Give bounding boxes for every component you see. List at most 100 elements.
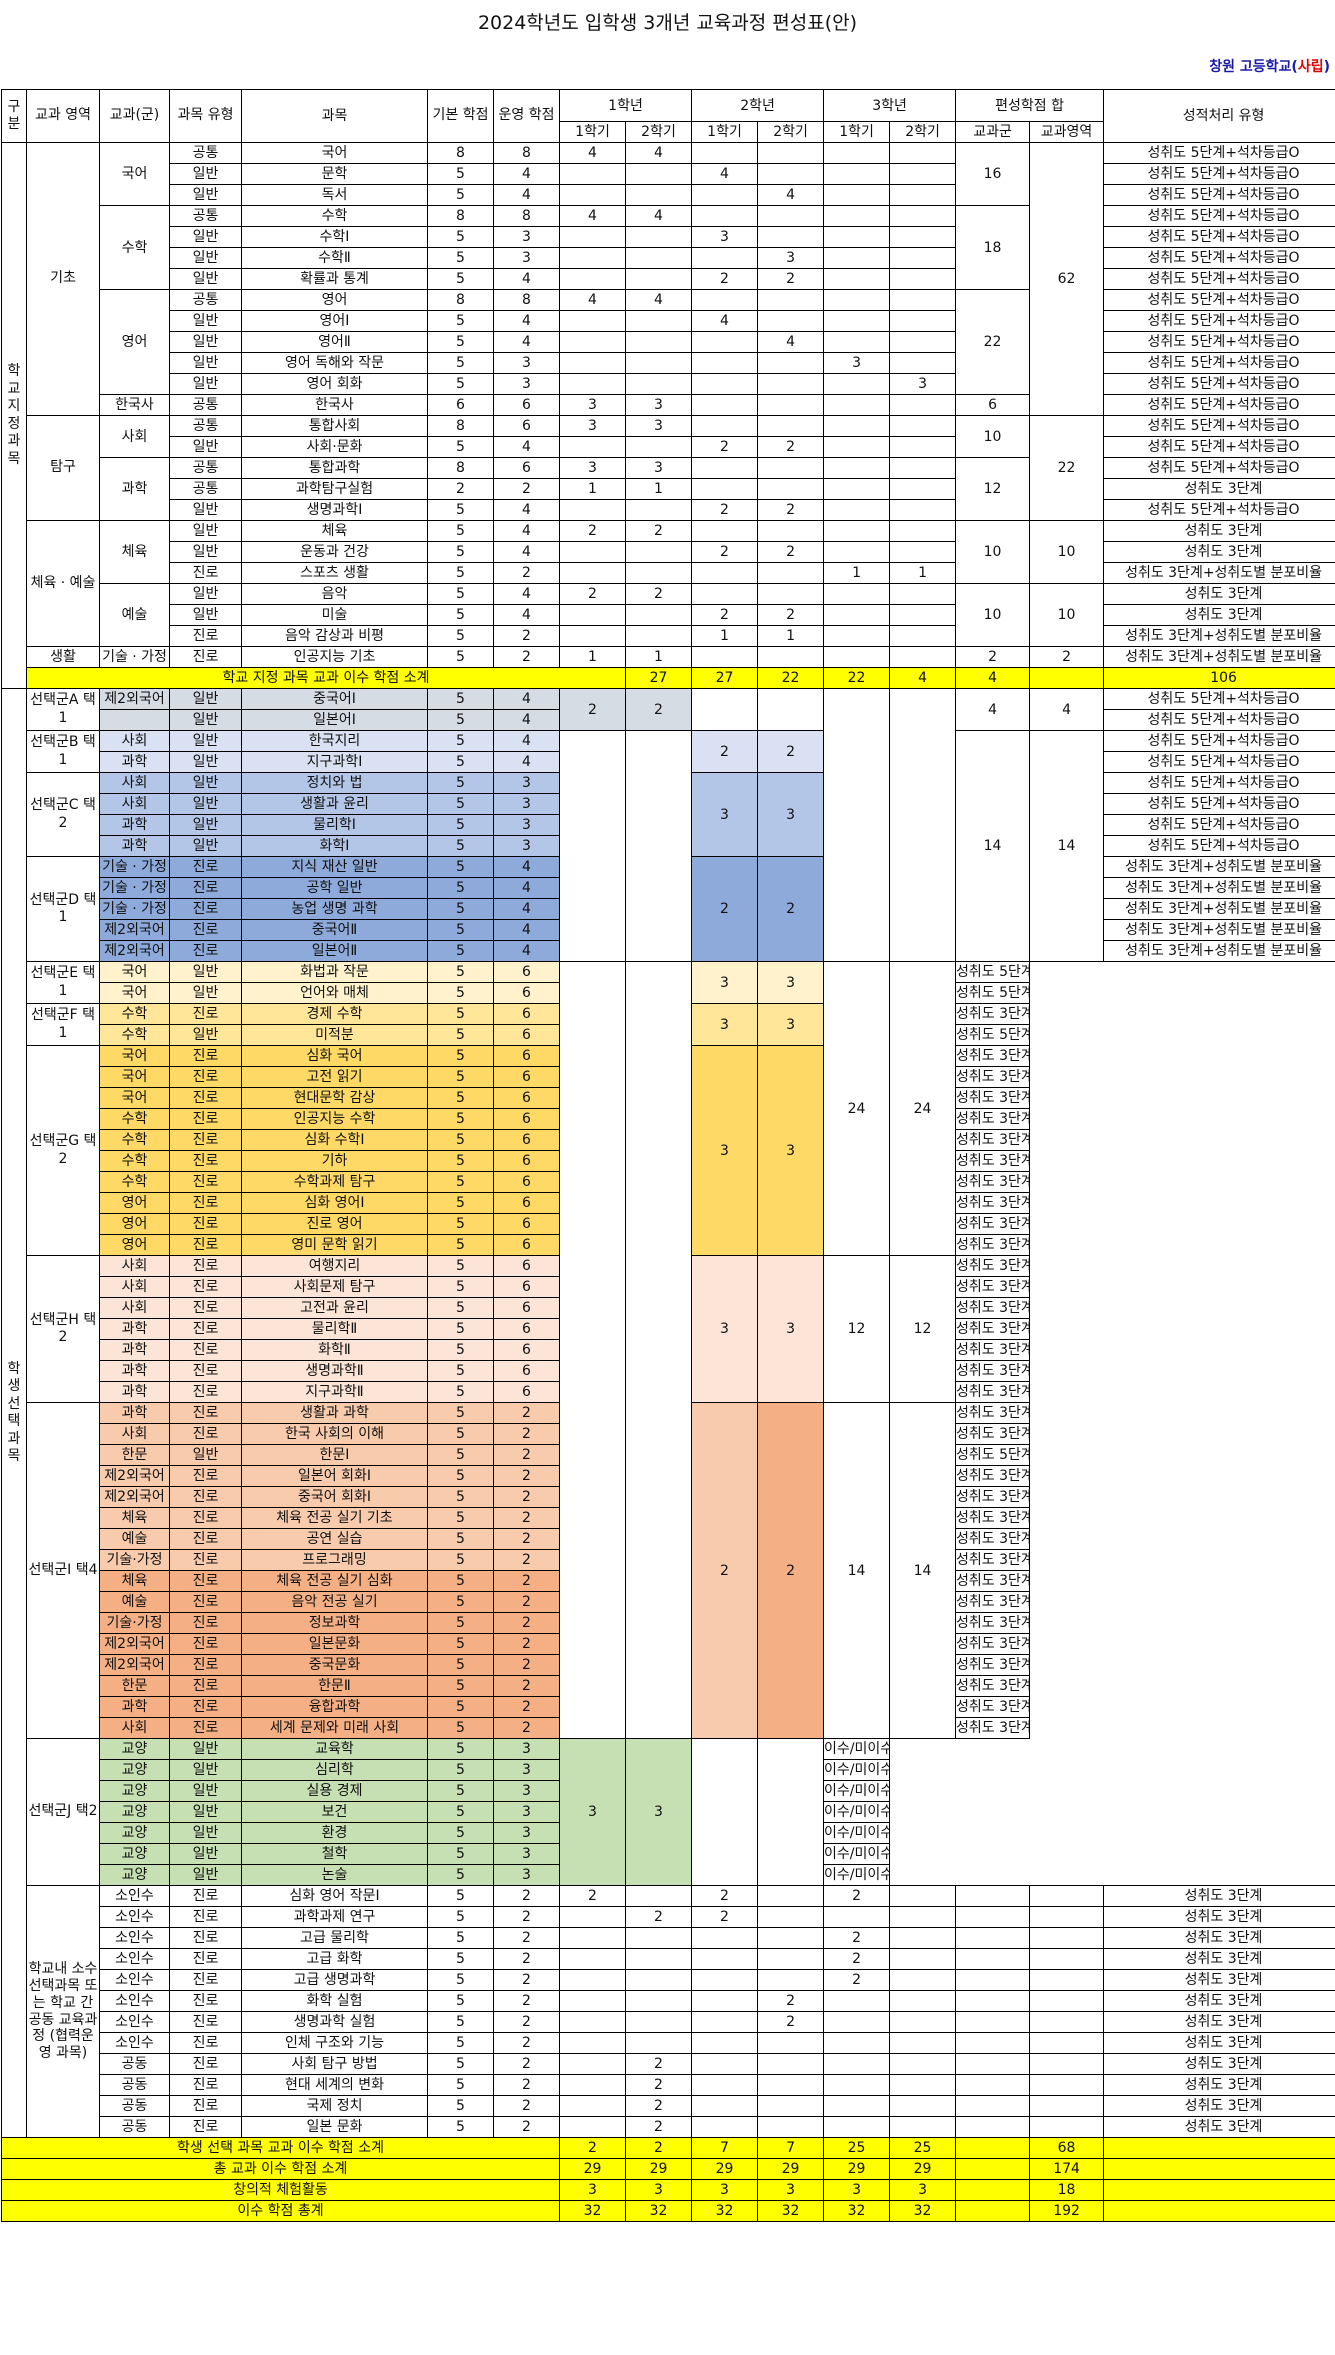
total-credit: 32 bbox=[889, 2200, 957, 2222]
subject-name: 확률과 통계 bbox=[241, 268, 428, 290]
oper-credit: 6 bbox=[493, 1024, 560, 1046]
basic-credit: 8 bbox=[427, 205, 494, 227]
table-row: 학교내 소수 선택과목 또는 학교 간 공동 교육과정 (협력운영 과목) 소인수… bbox=[2, 1885, 1335, 2138]
subject-name: 경제 수학 bbox=[241, 1003, 428, 1025]
eval-type: 이수/미이수 bbox=[823, 1843, 891, 1865]
semester-credit bbox=[624, 1948, 693, 1970]
oper-credit: 2 bbox=[493, 1528, 560, 1550]
group-label: 체육 bbox=[99, 1507, 170, 1529]
oper-credit: 2 bbox=[493, 1507, 560, 1529]
group-label: 과학 bbox=[99, 1402, 170, 1424]
basic-credit: 5 bbox=[427, 877, 494, 899]
eval-type: 성취도 3단계+성취도별 분포비율 bbox=[955, 1360, 1031, 1382]
course-type: 일반 bbox=[169, 1822, 242, 1844]
semester-credit bbox=[624, 499, 693, 521]
semester-credit bbox=[757, 415, 825, 437]
eval-type: 성취도 5단계+석차등급O bbox=[1103, 730, 1335, 752]
subject-name: 세계 문제와 미래 사회 bbox=[241, 1717, 428, 1739]
course-type: 일반 bbox=[169, 268, 242, 290]
oper-credit: 3 bbox=[493, 772, 560, 794]
table-row: 공동 진로 일본 문화 5 2 2 성취도 3단계 bbox=[2, 2116, 1335, 2138]
semester-credit: 2 bbox=[823, 1927, 891, 1949]
table-row: 교양 일반 철학 5 3 이수/미이수 bbox=[2, 1843, 1335, 1865]
semester-credit: 3 bbox=[691, 772, 759, 857]
semester-credit: 1 bbox=[823, 562, 891, 584]
semester-credit bbox=[757, 373, 825, 395]
total-credit: 32 bbox=[757, 2200, 825, 2222]
semester-credit bbox=[559, 373, 626, 395]
group-label: 과학 bbox=[99, 835, 170, 857]
course-type: 공통 bbox=[169, 478, 242, 500]
course-type: 일반 bbox=[169, 604, 242, 626]
semester-credit: 4 bbox=[559, 205, 626, 227]
semester-credit: 2 bbox=[757, 856, 825, 962]
area-sum: 62 bbox=[1029, 142, 1105, 416]
group-label: 사회 bbox=[99, 1717, 170, 1739]
oper-credit: 2 bbox=[493, 1549, 560, 1571]
group-label: 교양 bbox=[99, 1759, 170, 1781]
course-type: 일반 bbox=[169, 436, 242, 458]
area-sum: 24 bbox=[889, 961, 957, 1256]
eval-type: 성취도 3단계+성취도별 분포비율 bbox=[955, 1591, 1031, 1613]
table-row: 학교지정과목 기초 국어 공통 국어 8 8 4 4 16 62 성취도 5단계+석차등급O bbox=[1, 142, 1335, 689]
basic-credit: 5 bbox=[427, 1990, 494, 2012]
eval-type: 성취도 5단계+석차등급O bbox=[1103, 163, 1335, 185]
group-label: 교양 bbox=[99, 1738, 170, 1760]
semester-credit bbox=[559, 1990, 626, 2012]
course-type: 일반 bbox=[169, 1759, 242, 1781]
semester-credit bbox=[559, 1969, 626, 1991]
table-cell bbox=[1029, 1906, 1105, 1928]
semester-credit bbox=[889, 268, 957, 290]
subject-name: 현대문학 감상 bbox=[241, 1087, 428, 1109]
subject-name: 일본어Ⅱ bbox=[241, 940, 428, 962]
oper-credit: 3 bbox=[493, 352, 560, 374]
semester-credit bbox=[823, 289, 891, 311]
semester-credit bbox=[691, 142, 759, 164]
subject-name: 화법과 작문 bbox=[241, 961, 428, 983]
semester-credit bbox=[757, 1969, 825, 1991]
group-label: 소인수 bbox=[99, 2032, 170, 2054]
eval-type: 성취도 5단계+석차등급O bbox=[1103, 499, 1335, 521]
oper-credit: 6 bbox=[493, 1339, 560, 1361]
basic-credit: 5 bbox=[427, 1318, 494, 1340]
group-label: 교양 bbox=[99, 1822, 170, 1844]
group-label: 교양 bbox=[99, 1864, 170, 1886]
basic-credit: 5 bbox=[427, 1780, 494, 1802]
eval-type: 성취도 3단계+성취도별 분포비율 bbox=[955, 1381, 1031, 1403]
course-type: 진로 bbox=[169, 1150, 242, 1172]
group-label: 사회 bbox=[99, 730, 170, 752]
semester-credit bbox=[559, 184, 626, 206]
course-type: 진로 bbox=[169, 1423, 242, 1445]
eval-type: 성취도 3단계 bbox=[1103, 2053, 1335, 2075]
oper-credit: 6 bbox=[493, 1066, 560, 1088]
course-type: 일반 bbox=[169, 373, 242, 395]
semester-credit bbox=[757, 394, 825, 416]
course-type: 진로 bbox=[169, 1129, 242, 1151]
oper-credit: 2 bbox=[493, 562, 560, 584]
eval-type: 성취도 5단계+석차등급O bbox=[1103, 226, 1335, 248]
oper-credit: 8 bbox=[493, 142, 560, 164]
oper-credit: 2 bbox=[493, 2011, 560, 2033]
subject-name: 중국문화 bbox=[241, 1654, 428, 1676]
group-label: 국어 bbox=[99, 1066, 170, 1088]
group-label: 제2외국어 bbox=[99, 688, 170, 710]
course-type: 일반 bbox=[169, 730, 242, 752]
oper-credit: 3 bbox=[493, 373, 560, 395]
basic-credit: 5 bbox=[427, 1717, 494, 1739]
subject-name: 사회 탐구 방법 bbox=[241, 2053, 428, 2075]
basic-credit: 5 bbox=[427, 1612, 494, 1634]
oper-credit: 6 bbox=[493, 1381, 560, 1403]
oper-credit: 3 bbox=[493, 793, 560, 815]
semester-credit: 2 bbox=[559, 583, 626, 605]
eval-type: 성취도 3단계 bbox=[1103, 1990, 1335, 2012]
group-label: 국어 bbox=[99, 982, 170, 1004]
eval-type: 성취도 3단계+성취도별 분포비율 bbox=[955, 1507, 1031, 1529]
group-label: 교양 bbox=[99, 1843, 170, 1865]
oper-credit: 6 bbox=[493, 1045, 560, 1067]
